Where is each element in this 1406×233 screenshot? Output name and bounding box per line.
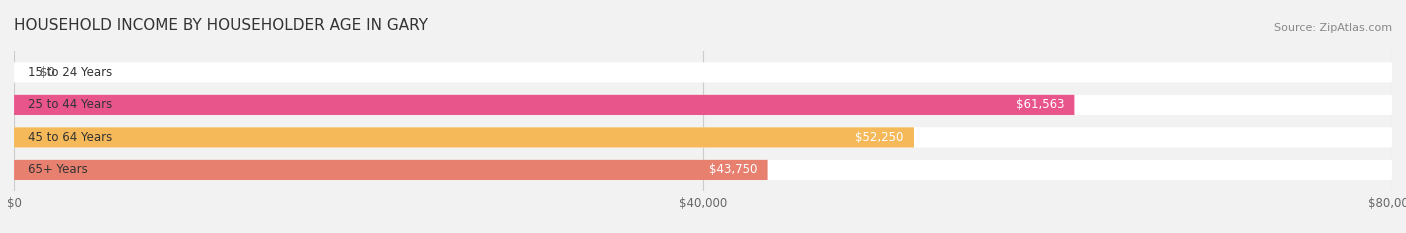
- Text: Source: ZipAtlas.com: Source: ZipAtlas.com: [1274, 23, 1392, 33]
- Text: HOUSEHOLD INCOME BY HOUSEHOLDER AGE IN GARY: HOUSEHOLD INCOME BY HOUSEHOLDER AGE IN G…: [14, 18, 427, 33]
- FancyBboxPatch shape: [14, 160, 1392, 180]
- Text: $52,250: $52,250: [855, 131, 904, 144]
- Text: $43,750: $43,750: [709, 163, 758, 176]
- Text: 65+ Years: 65+ Years: [28, 163, 87, 176]
- FancyBboxPatch shape: [14, 62, 1392, 82]
- Text: 25 to 44 Years: 25 to 44 Years: [28, 98, 112, 111]
- Text: $61,563: $61,563: [1015, 98, 1064, 111]
- FancyBboxPatch shape: [14, 95, 1392, 115]
- Text: 15 to 24 Years: 15 to 24 Years: [28, 66, 112, 79]
- FancyBboxPatch shape: [14, 127, 1392, 147]
- FancyBboxPatch shape: [14, 95, 1074, 115]
- Text: $0: $0: [39, 66, 55, 79]
- FancyBboxPatch shape: [14, 160, 768, 180]
- Text: 45 to 64 Years: 45 to 64 Years: [28, 131, 112, 144]
- FancyBboxPatch shape: [14, 127, 914, 147]
